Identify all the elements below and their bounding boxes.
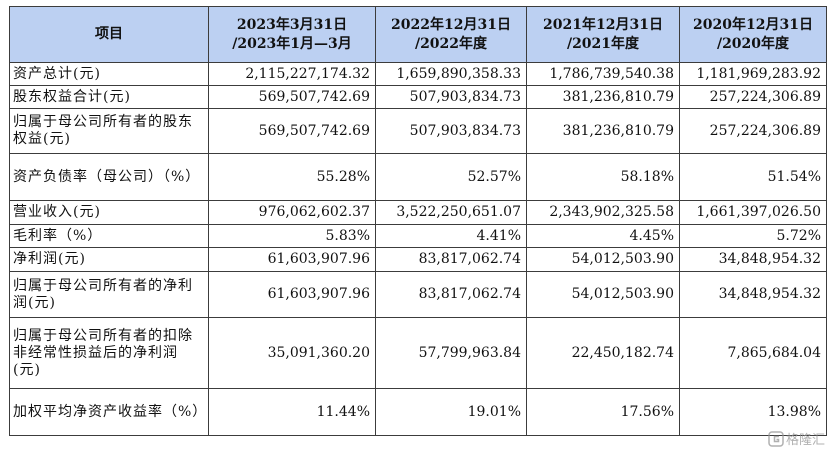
header-date: 2022年12月31日 — [391, 16, 511, 33]
cell-value: 57,799,963.84 — [375, 317, 527, 389]
cell-value: 61,603,907.96 — [208, 247, 376, 272]
cell-value: 35,091,360.20 — [208, 317, 376, 389]
row-label: 净利润(元) — [9, 247, 209, 272]
cell-value: 55.28% — [208, 153, 376, 201]
cell-value: 507,903,834.73 — [375, 85, 527, 109]
header-col-2021: 2021年12月31日 /2021年度 — [526, 6, 680, 63]
table-row: 归属于母公司所有者的扣除非经常性损益后的净利润(元) 35,091,360.20… — [9, 317, 827, 389]
header-col-2020: 2020年12月31日 /2020年度 — [679, 6, 827, 63]
cell-value: 381,236,810.79 — [526, 85, 680, 109]
cell-value: 51.54% — [679, 153, 827, 201]
cell-value: 3,522,250,651.07 — [375, 200, 527, 225]
cell-value: 976,062,602.37 — [208, 200, 376, 225]
cell-value: 1,661,397,026.50 — [679, 200, 827, 225]
table-row: 营业收入(元) 976,062,602.37 3,522,250,651.07 … — [9, 200, 827, 225]
cell-value: 13.98% — [679, 388, 827, 436]
cell-value: 381,236,810.79 — [526, 108, 680, 154]
cell-value: 1,786,739,540.38 — [526, 62, 680, 86]
financial-data-table: 项目 2023年3月31日 /2023年1月—3月 2022年12月31日 /2… — [9, 6, 827, 436]
row-label: 股东权益合计(元) — [9, 85, 209, 109]
cell-value: 52.57% — [375, 153, 527, 201]
cell-value: 1,181,969,283.92 — [679, 62, 827, 86]
cell-value: 54,012,503.90 — [526, 271, 680, 318]
header-period: /2022年度 — [414, 35, 488, 52]
cell-value: 54,012,503.90 — [526, 247, 680, 272]
header-date: 2021年12月31日 — [543, 16, 663, 33]
header-col-2023q1: 2023年3月31日 /2023年1月—3月 — [208, 6, 376, 63]
cell-value: 569,507,742.69 — [208, 85, 376, 109]
cell-value: 257,224,306.89 — [679, 108, 827, 154]
header-period: /2020年度 — [716, 35, 790, 52]
cell-value: 5.83% — [208, 224, 376, 248]
cell-value: 4.45% — [526, 224, 680, 248]
table-row: 净利润(元) 61,603,907.96 83,817,062.74 54,01… — [9, 247, 827, 272]
cell-value: 569,507,742.69 — [208, 108, 376, 154]
table-row: 股东权益合计(元) 569,507,742.69 507,903,834.73 … — [9, 85, 827, 109]
watermark-text: 格隆汇 — [785, 433, 825, 448]
row-label: 归属于母公司所有者的股东权益(元) — [9, 108, 209, 154]
gelonghui-logo-icon — [768, 430, 784, 447]
row-label: 归属于母公司所有者的净利润(元) — [9, 271, 209, 318]
cell-value: 507,903,834.73 — [375, 108, 527, 154]
cell-value: 19.01% — [375, 388, 527, 436]
header-period: /2023年1月—3月 — [232, 35, 352, 52]
cell-value: 61,603,907.96 — [208, 271, 376, 318]
row-label: 资产负债率（母公司）（%） — [9, 153, 209, 201]
table-row: 归属于母公司所有者的净利润(元) 61,603,907.96 83,817,06… — [9, 271, 827, 318]
header-period: /2021年度 — [566, 35, 640, 52]
cell-value: 17.56% — [526, 388, 680, 436]
cell-value: 58.18% — [526, 153, 680, 201]
table-row: 资产总计(元) 2,115,227,174.32 1,659,890,358.3… — [9, 62, 827, 86]
cell-value: 2,343,902,325.58 — [526, 200, 680, 225]
cell-value: 34,848,954.32 — [679, 247, 827, 272]
header-item: 项目 — [9, 6, 209, 63]
row-label: 加权平均净资产收益率（%） — [9, 388, 209, 436]
cell-value: 1,659,890,358.33 — [375, 62, 527, 86]
cell-value: 22,450,182.74 — [526, 317, 680, 389]
cell-value: 83,817,062.74 — [375, 271, 527, 318]
table-row: 归属于母公司所有者的股东权益(元) 569,507,742.69 507,903… — [9, 108, 827, 154]
cell-value: 5.72% — [679, 224, 827, 248]
header-date: 2020年12月31日 — [693, 16, 813, 33]
cell-value: 2,115,227,174.32 — [208, 62, 376, 86]
row-label: 归属于母公司所有者的扣除非经常性损益后的净利润(元) — [9, 317, 209, 389]
table-row: 加权平均净资产收益率（%） 11.44% 19.01% 17.56% 13.98… — [9, 388, 827, 436]
watermark: 格隆汇 — [768, 429, 825, 448]
table-header-row: 项目 2023年3月31日 /2023年1月—3月 2022年12月31日 /2… — [9, 6, 827, 63]
cell-value: 34,848,954.32 — [679, 271, 827, 318]
row-label: 毛利率（%） — [9, 224, 209, 248]
cell-value: 11.44% — [208, 388, 376, 436]
table-row: 毛利率（%） 5.83% 4.41% 4.45% 5.72% — [9, 224, 827, 248]
cell-value: 4.41% — [375, 224, 527, 248]
cell-value: 257,224,306.89 — [679, 85, 827, 109]
table-row: 资产负债率（母公司）（%） 55.28% 52.57% 58.18% 51.54… — [9, 153, 827, 201]
cell-value: 83,817,062.74 — [375, 247, 527, 272]
cell-value: 7,865,684.04 — [679, 317, 827, 389]
row-label: 资产总计(元) — [9, 62, 209, 86]
header-col-2022: 2022年12月31日 /2022年度 — [375, 6, 527, 63]
header-date: 2023年3月31日 — [236, 16, 348, 33]
row-label: 营业收入(元) — [9, 200, 209, 225]
